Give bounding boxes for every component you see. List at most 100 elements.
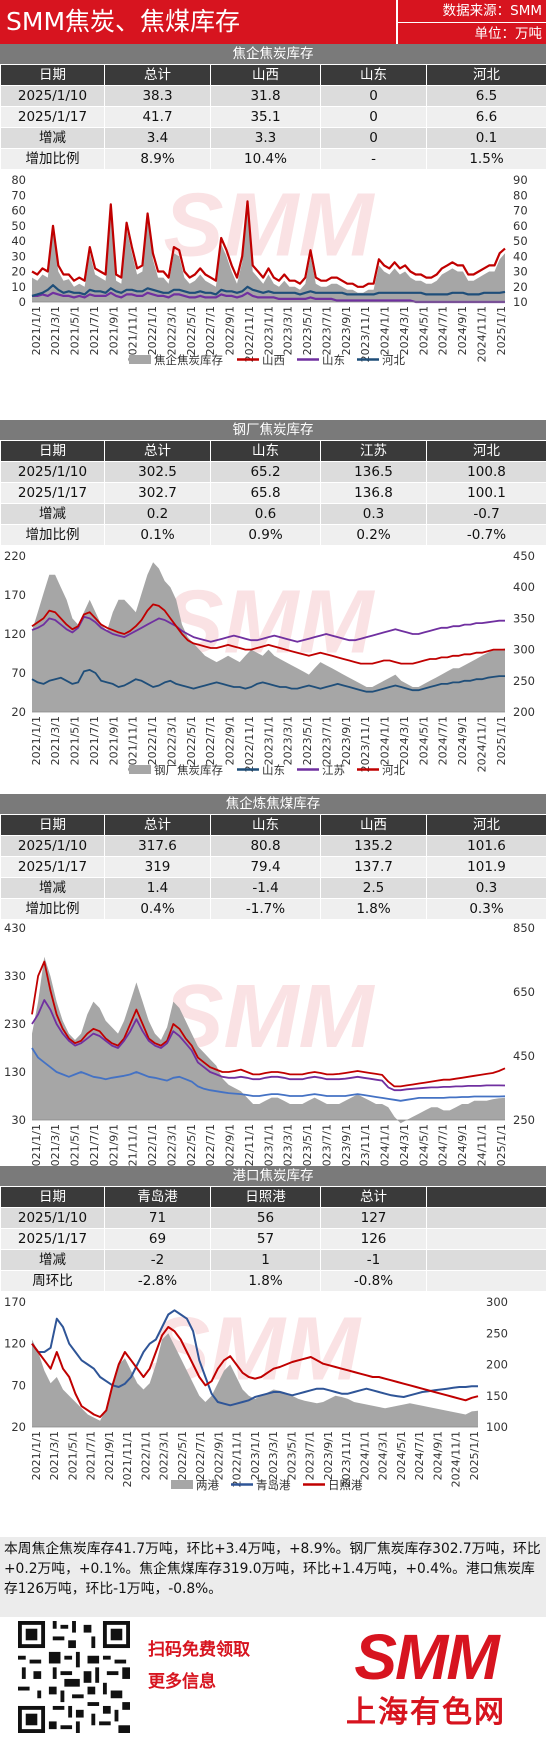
legend-label: 山东: [322, 353, 345, 367]
y-left-tick-label: 20: [11, 1420, 26, 1434]
table-cell: 2025/1/17: [0, 482, 105, 504]
x-tick-label: 2021/5/1: [69, 306, 82, 355]
x-tick-label: 2023/11/1: [359, 716, 372, 772]
table-cell: 增加比例: [0, 524, 105, 546]
x-tick-label: 2022/5/1: [176, 1431, 189, 1480]
legend-label: 日照港: [328, 1478, 363, 1492]
x-tick-label: 2022/3/1: [158, 1431, 171, 1480]
x-tick-label: 2024/3/1: [398, 1124, 411, 1166]
col-header: 河北: [426, 814, 546, 836]
series-line-3: [31, 999, 506, 1092]
qr-code-icon[interactable]: [18, 1621, 130, 1733]
y-left-tick-label: 40: [11, 234, 26, 248]
section-title-coking-plant-coke: 焦企焦炭库存: [0, 44, 546, 64]
legend-label: 两港: [196, 1478, 219, 1492]
section-title-coking-coal: 焦企炼焦煤库存: [0, 794, 546, 814]
col-header: 山西: [320, 814, 427, 836]
table-coking-coal: 日期 总计 山东 山西 河北 2025/1/10 317.6 80.8 135.2 101.6 …: [0, 814, 546, 920]
table-cell: 周环比: [0, 1270, 105, 1292]
section-title-steel-mill-coke: 钢厂焦炭库存: [0, 420, 546, 440]
x-tick-label: 2021/7/1: [85, 1431, 98, 1480]
y-left-tick-label: 230: [4, 1017, 26, 1031]
table-cell: 302.5: [104, 461, 211, 483]
x-tick-label: 2021/11/1: [127, 716, 140, 772]
series-line-3: [31, 603, 505, 665]
x-tick-label: 2022/7/1: [204, 716, 217, 765]
data-source-label: 数据来源：SMM: [442, 3, 542, 19]
table-cell: [426, 1270, 546, 1292]
x-tick-label: 2022/11/1: [243, 716, 256, 772]
header-meta: 数据来源：SMM 单位：万吨: [398, 0, 546, 44]
series-area-0: [32, 956, 505, 1124]
x-tick-label: 2021/1/1: [30, 1431, 43, 1480]
col-header: 日期: [0, 1186, 105, 1208]
legend-swatch: [129, 355, 151, 364]
series-line-2: [31, 615, 505, 643]
x-tick-label: 2023/3/1: [282, 1124, 295, 1166]
table-cell: 0: [320, 85, 427, 107]
x-tick-label: 2022/1/1: [139, 1431, 152, 1480]
x-tick-label: 2024/9/1: [456, 1124, 469, 1166]
table-cell: 80.8: [210, 835, 321, 857]
table-cell: 3.3: [210, 127, 321, 149]
x-tick-label: 2023/11/1: [359, 306, 372, 362]
x-tick-label: 2024/5/1: [417, 716, 430, 765]
x-tick-label: 2024/7/1: [437, 716, 450, 765]
table-cell: 1.5%: [426, 148, 546, 170]
x-tick-label: 2023/5/1: [301, 306, 314, 355]
table-cell: 0: [320, 127, 427, 149]
x-tick-label: 2024/1/1: [379, 1124, 392, 1166]
y-left-tick-label: 70: [11, 1378, 26, 1392]
table-coking-plant-coke: 日期 总计 山西 山东 河北 2025/1/10 38.3 31.8 0 6.5 2025/1/…: [0, 64, 546, 170]
table-cell: 69: [104, 1228, 211, 1250]
table-cell: 2.5: [320, 877, 427, 899]
table-cell: 127: [320, 1207, 427, 1229]
table-cell: 6.6: [426, 106, 546, 128]
y-right-tick-label: 150: [486, 1389, 508, 1403]
legend-label: 河北: [382, 763, 405, 777]
x-tick-label: 2021/7/1: [88, 716, 101, 765]
table-cell: -: [320, 148, 427, 170]
summary-text: 本周焦企焦炭库存41.7万吨，环比+3.4万吨，+8.9%。钢厂焦炭库存302.…: [0, 1537, 546, 1617]
series-line-1: [31, 669, 505, 693]
series-line-1: [31, 1309, 478, 1407]
chart-steel-mill-coke-svg: SMM20701201702202002503003504004502021/1…: [4, 549, 535, 777]
y-right-tick-label: 450: [513, 549, 535, 563]
legend-label: 山东: [262, 763, 285, 777]
col-header: [426, 1186, 546, 1208]
smm-logo-cn: 上海有色网: [346, 1695, 506, 1730]
y-right-tick-label: 350: [513, 611, 535, 625]
x-tick-label: 2022/3/1: [165, 716, 178, 765]
x-tick-label: 2021/7/1: [88, 306, 101, 355]
y-right-tick-label: 40: [513, 249, 528, 263]
table-cell: 增减: [0, 1249, 105, 1271]
table-cell: 126: [320, 1228, 427, 1250]
series-line-1: [31, 1047, 506, 1102]
table-cell: 1.8%: [320, 898, 427, 920]
table-cell: -1.4: [210, 877, 321, 899]
y-right-tick-label: 80: [513, 188, 528, 202]
col-header: 河北: [426, 64, 546, 86]
x-tick-label: 2023/3/1: [282, 306, 295, 355]
y-left-tick-label: 220: [4, 549, 26, 563]
table-cell: 2025/1/10: [0, 1207, 105, 1229]
table-cell: -1.7%: [210, 898, 321, 920]
table-cell: 31.8: [210, 85, 321, 107]
smm-logo: SMM 上海有色网: [326, 1625, 526, 1733]
x-tick-label: 2022/9/1: [224, 716, 237, 765]
x-tick-label: 2023/7/1: [320, 716, 333, 765]
table-cell: 0.6: [210, 503, 321, 525]
table-cell: 71: [104, 1207, 211, 1229]
y-left-tick-label: 170: [4, 588, 26, 602]
table-cell: -0.7%: [426, 524, 546, 546]
series-area-0: [32, 562, 505, 712]
smm-logo-text: SMM: [354, 1621, 499, 1693]
y-right-tick-label: 250: [513, 674, 535, 688]
table-cell: 317.6: [104, 835, 211, 857]
x-tick-label: 2023/7/1: [304, 1431, 317, 1480]
x-tick-label: 2021/1/1: [30, 1124, 43, 1166]
y-right-tick-label: 850: [513, 921, 535, 935]
table-cell: [426, 1249, 546, 1271]
col-header: 河北: [426, 440, 546, 462]
